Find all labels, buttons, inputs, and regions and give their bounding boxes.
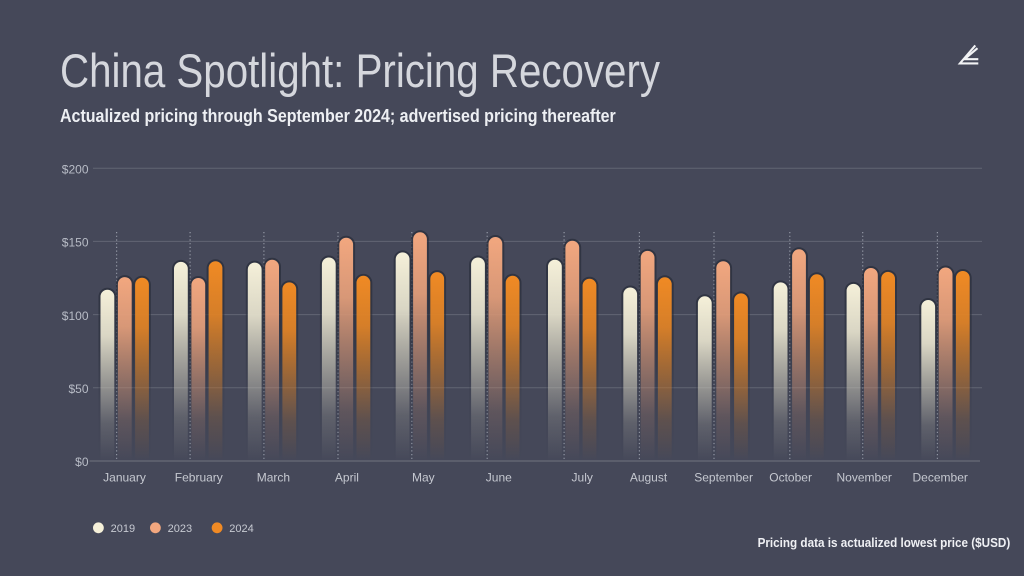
svg-text:July: July [572,471,593,485]
svg-text:$200: $200 [62,162,89,176]
svg-text:February: February [175,471,223,485]
svg-text:April: April [335,471,359,485]
svg-text:September: September [694,471,753,485]
svg-text:2023: 2023 [168,523,192,535]
svg-text:$50: $50 [68,382,88,396]
svg-text:2024: 2024 [229,523,253,535]
svg-text:October: October [769,471,812,485]
svg-text:June: June [486,471,512,485]
svg-text:May: May [412,471,435,485]
svg-text:January: January [103,471,146,485]
svg-text:$0: $0 [75,455,89,469]
svg-text:$100: $100 [62,309,89,323]
svg-text:August: August [630,471,668,485]
svg-text:March: March [257,471,290,485]
svg-text:$150: $150 [62,236,89,250]
svg-text:November: November [837,471,892,485]
svg-text:December: December [913,471,968,485]
svg-text:2019: 2019 [111,523,135,535]
